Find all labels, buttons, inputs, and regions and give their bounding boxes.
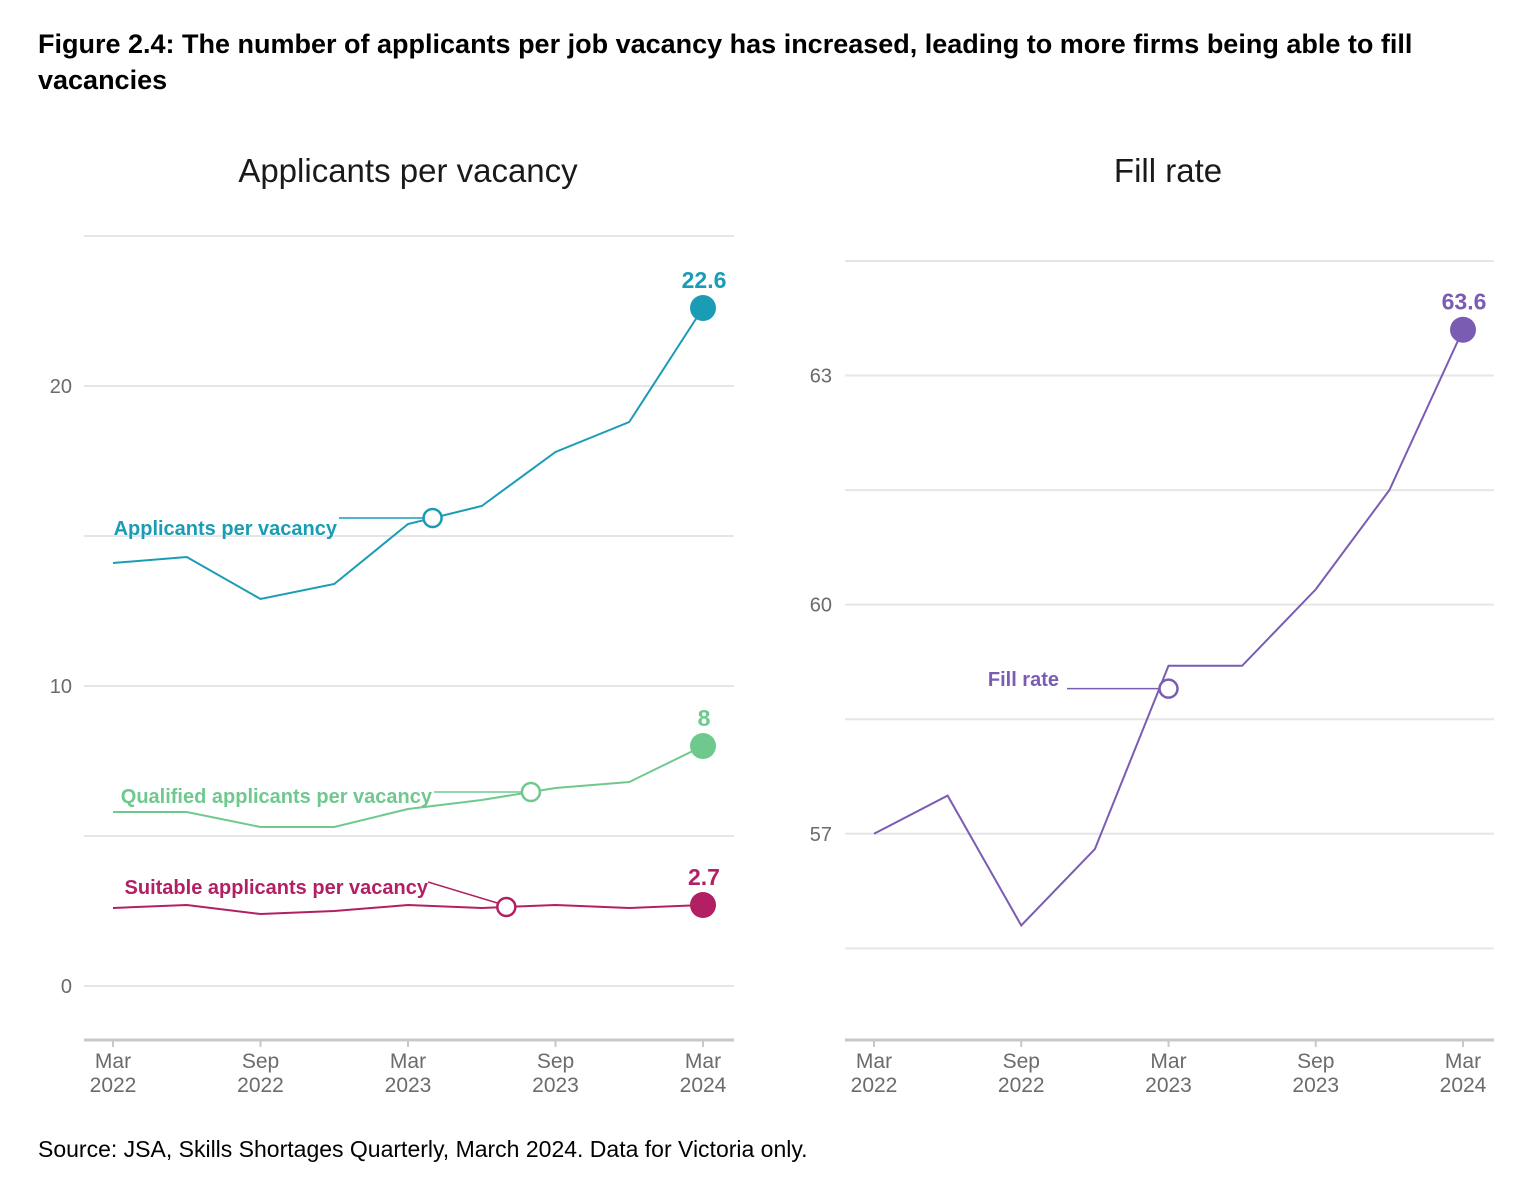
series-label-marker (520, 781, 542, 803)
end-value-label: 2.7 (688, 864, 720, 890)
x-tick-label-line: Sep (1297, 1050, 1334, 1073)
y-tick-label: 10 (50, 676, 72, 698)
x-tick-label-line: 2023 (1292, 1074, 1339, 1097)
x-tick-label-line: 2022 (90, 1074, 137, 1097)
x-tick-label-line: Mar (390, 1050, 426, 1073)
panel-title: Applicants per vacancy (238, 152, 578, 189)
series-end-point (690, 295, 716, 321)
series-label: Applicants per vacancy (114, 518, 338, 540)
series-label: Suitable applicants per vacancy (125, 877, 429, 899)
series-end-point (690, 892, 716, 918)
x-tick-label-line: Sep (242, 1050, 279, 1073)
y-tick-label: 20 (50, 376, 72, 398)
x-tick-label: Mar 2023 (385, 1050, 432, 1097)
label-leader-line (427, 881, 498, 904)
x-tick-label: Sep 2023 (532, 1050, 579, 1097)
x-tick-label-line: Mar (856, 1050, 892, 1073)
figure-title: Figure 2.4: The number of applicants per… (38, 29, 1413, 95)
series-end-point (1450, 316, 1476, 343)
x-tick-label-line: 2022 (851, 1074, 898, 1097)
x-tick-label-line: Mar (1445, 1050, 1481, 1073)
series-line (873, 329, 1464, 928)
x-tick-label: Mar 2024 (1440, 1050, 1487, 1097)
end-value-label: 8 (698, 705, 711, 731)
end-value-label: 63.6 (1442, 289, 1487, 315)
end-value-label: 22.6 (682, 267, 727, 293)
x-tick-label-line: Mar (685, 1050, 721, 1073)
series-label: Fill rate (988, 669, 1059, 691)
series-line (113, 745, 704, 828)
series-label-marker (496, 896, 517, 918)
series-label-marker (1158, 678, 1179, 699)
y-tick-label: 60 (810, 595, 832, 617)
x-tick-label: Mar 2024 (680, 1050, 727, 1097)
x-tick-label: Mar 2023 (1145, 1050, 1192, 1097)
x-tick-label-line: 2024 (680, 1074, 727, 1097)
x-tick-label: Sep 2023 (1292, 1050, 1339, 1097)
x-tick-label-line: Sep (1003, 1050, 1040, 1073)
x-tick-label-line: 2023 (385, 1074, 432, 1097)
x-tick-label-line: 2023 (532, 1074, 579, 1097)
x-tick-label: Mar 2022 (851, 1050, 898, 1097)
series-label: Qualified applicants per vacancy (121, 786, 433, 808)
y-tick-label: 63 (810, 366, 832, 388)
x-tick-label-line: 2023 (1145, 1074, 1192, 1097)
x-tick-label-line: Mar (1150, 1050, 1186, 1073)
x-tick-label: Sep 2022 (998, 1050, 1045, 1097)
y-tick-label: 0 (61, 976, 72, 998)
x-tick-label-line: Mar (95, 1050, 131, 1073)
source-note: Source: JSA, Skills Shortages Quarterly,… (38, 1136, 808, 1162)
series-end-point (690, 733, 716, 759)
x-tick-label-line: 2022 (998, 1074, 1045, 1097)
x-tick-label-line: 2024 (1440, 1074, 1487, 1097)
x-tick-label-line: Sep (537, 1050, 574, 1073)
x-tick-label-line: 2022 (237, 1074, 284, 1097)
series-line (112, 307, 704, 601)
x-tick-label: Sep 2022 (237, 1050, 284, 1097)
series-label-marker (422, 507, 443, 529)
series-line (112, 903, 704, 916)
panel-title: Fill rate (1114, 152, 1222, 189)
x-tick-label: Mar 2022 (90, 1050, 137, 1097)
y-tick-label: 57 (810, 824, 832, 846)
